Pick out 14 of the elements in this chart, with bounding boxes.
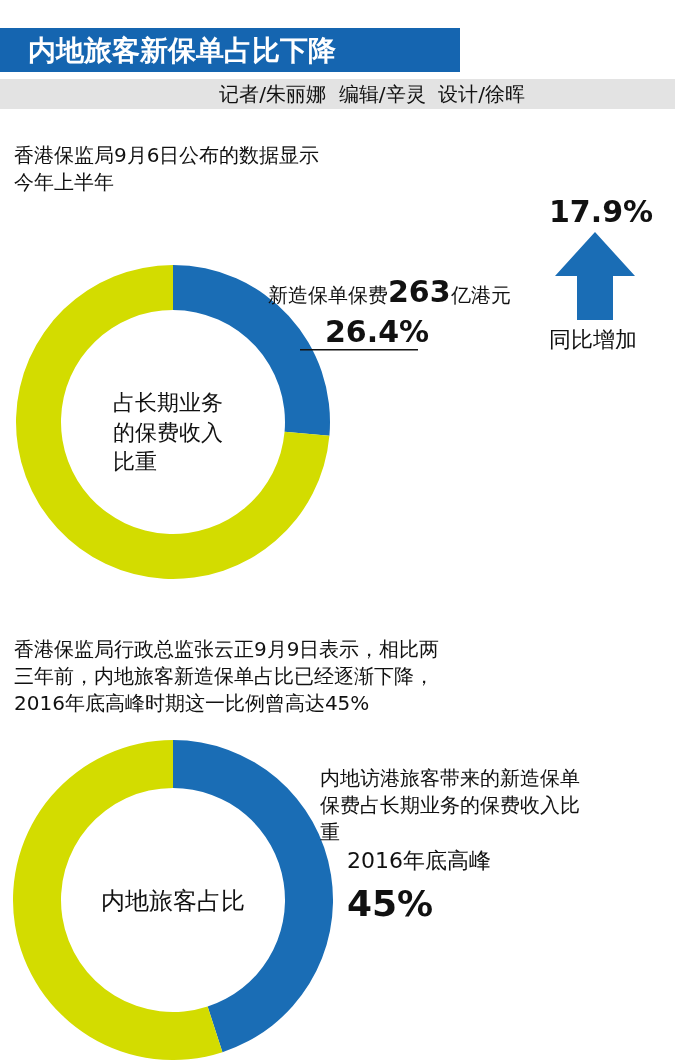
donut-slice <box>13 740 223 1060</box>
text: 内地访港旅客带来的新造保单保费占长期业务的保费收入比重 <box>320 765 581 846</box>
text: 内地旅客占比 <box>100 886 246 917</box>
text: 同比增加 <box>549 326 637 354</box>
text: 香港保监局行政总监张云正9月9日表示，相比两三年前，内地旅客新造保单占比已经逐渐下降，2016年底高峰时期这一比例曾高达45% <box>14 636 441 717</box>
data-label: 45% <box>347 882 434 926</box>
text: 2016年底高峰 <box>347 847 491 875</box>
text: 17.9% <box>549 193 654 231</box>
chart-title: 内地旅客新保单占比下降 <box>28 33 336 69</box>
data-label: 26.4% <box>325 313 430 351</box>
text: 占长期业务的保费收入比重 <box>113 389 224 477</box>
chart-subtitle: 记者/朱丽娜 编辑/辛灵 设计/徐晖 <box>219 81 525 108</box>
text: 香港保监局9月6日公布的数据显示今年上半年 <box>14 142 321 196</box>
text: 新造保单保费263亿港元 <box>268 274 511 309</box>
